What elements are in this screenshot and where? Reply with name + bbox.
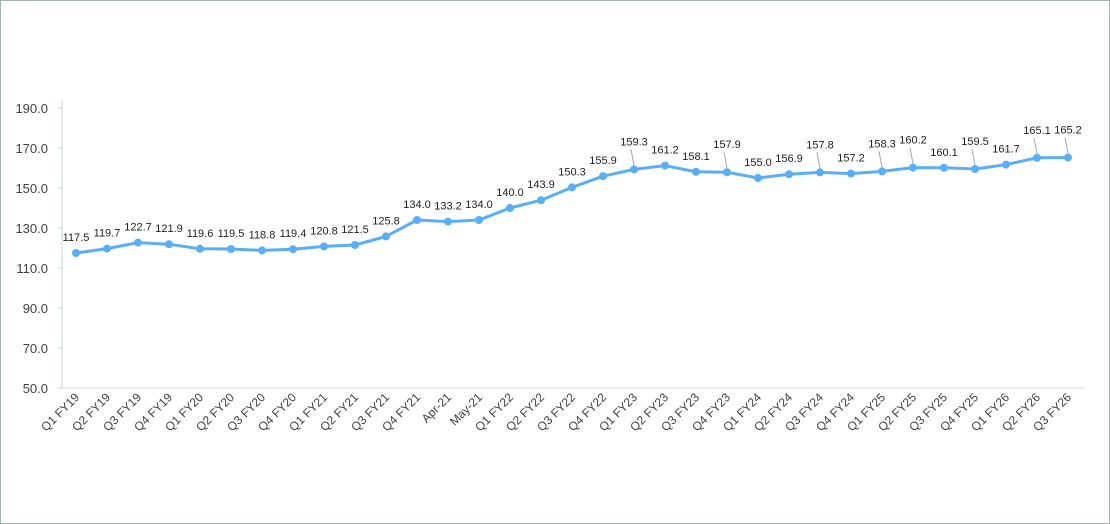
data-label: 158.1 xyxy=(682,151,710,163)
data-label: 165.1 xyxy=(1023,125,1051,137)
data-label: 119.4 xyxy=(280,228,307,240)
data-label: 119.6 xyxy=(187,228,214,240)
data-label: 122.7 xyxy=(124,222,152,234)
data-label: 119.7 xyxy=(94,228,121,240)
data-point xyxy=(971,165,979,173)
data-point xyxy=(134,238,142,247)
data-point xyxy=(754,174,762,182)
data-label: 160.1 xyxy=(930,147,958,159)
data-label-leader xyxy=(909,147,914,164)
data-label-leader xyxy=(816,152,821,169)
data-point xyxy=(351,241,359,249)
data-point xyxy=(1033,153,1041,162)
data-label: 160.2 xyxy=(899,135,927,147)
data-point xyxy=(568,183,576,192)
y-tick-label: 90.0 xyxy=(23,301,48,316)
data-point xyxy=(1064,153,1072,162)
y-tick-label: 130.0 xyxy=(15,221,48,236)
data-label: 155.0 xyxy=(744,157,772,169)
data-point xyxy=(72,249,80,257)
data-label: 140.0 xyxy=(496,187,524,199)
data-point xyxy=(630,165,638,174)
data-label: 117.5 xyxy=(63,232,90,244)
data-point xyxy=(723,168,731,177)
data-point xyxy=(320,242,328,251)
data-point xyxy=(692,167,700,176)
data-label: 155.9 xyxy=(589,155,617,167)
y-tick-label: 150.0 xyxy=(15,181,48,196)
data-point xyxy=(878,167,886,176)
data-point xyxy=(661,161,669,170)
y-tick-label: 110.0 xyxy=(16,261,48,276)
data-label-leader xyxy=(878,151,883,168)
data-point xyxy=(599,172,607,181)
data-point xyxy=(785,170,793,179)
data-label: 159.5 xyxy=(961,136,989,148)
data-label: 118.8 xyxy=(249,229,276,241)
data-point xyxy=(816,168,824,177)
data-point xyxy=(165,240,173,249)
y-tick-label: 190.0 xyxy=(15,101,48,116)
data-label: 134.0 xyxy=(465,199,493,211)
data-label: 121.9 xyxy=(155,223,183,235)
data-point xyxy=(103,244,111,253)
data-label: 150.3 xyxy=(558,166,586,178)
data-point xyxy=(940,163,948,172)
data-label: 158.3 xyxy=(868,138,896,150)
data-label: 134.0 xyxy=(403,199,431,211)
data-label: 133.2 xyxy=(434,201,462,213)
data-point xyxy=(909,163,917,172)
data-point xyxy=(196,244,204,253)
data-label: 159.3 xyxy=(620,136,648,148)
data-label-leader xyxy=(630,149,635,166)
data-point xyxy=(444,217,452,226)
data-point xyxy=(382,232,390,241)
data-label: 157.8 xyxy=(806,139,834,151)
data-point xyxy=(506,204,514,212)
data-label: 156.9 xyxy=(775,153,803,165)
data-label: 121.5 xyxy=(341,224,369,236)
data-label: 161.7 xyxy=(992,144,1020,156)
y-tick-label: 70.0 xyxy=(23,341,48,356)
data-label: 161.2 xyxy=(651,145,679,157)
data-label: 119.5 xyxy=(218,228,245,240)
data-point xyxy=(847,169,855,178)
data-label: 120.8 xyxy=(310,225,338,237)
data-point xyxy=(289,245,297,254)
y-tick-label: 50.0 xyxy=(23,381,48,396)
data-label-leader xyxy=(1064,137,1069,154)
data-label-leader xyxy=(971,148,976,166)
data-label: 157.9 xyxy=(713,139,741,151)
data-label: 165.2 xyxy=(1054,125,1082,137)
data-point xyxy=(475,216,483,224)
data-label-leader xyxy=(723,152,728,169)
data-point xyxy=(537,196,545,205)
data-label: 125.8 xyxy=(372,215,400,227)
data-point xyxy=(227,245,235,253)
data-label-leader xyxy=(1033,137,1038,154)
data-label: 157.2 xyxy=(837,153,865,165)
data-point xyxy=(258,246,266,255)
data-point xyxy=(1002,160,1010,169)
y-tick-label: 170.0 xyxy=(15,141,48,156)
data-label: 143.9 xyxy=(527,179,555,191)
data-point xyxy=(413,216,421,224)
